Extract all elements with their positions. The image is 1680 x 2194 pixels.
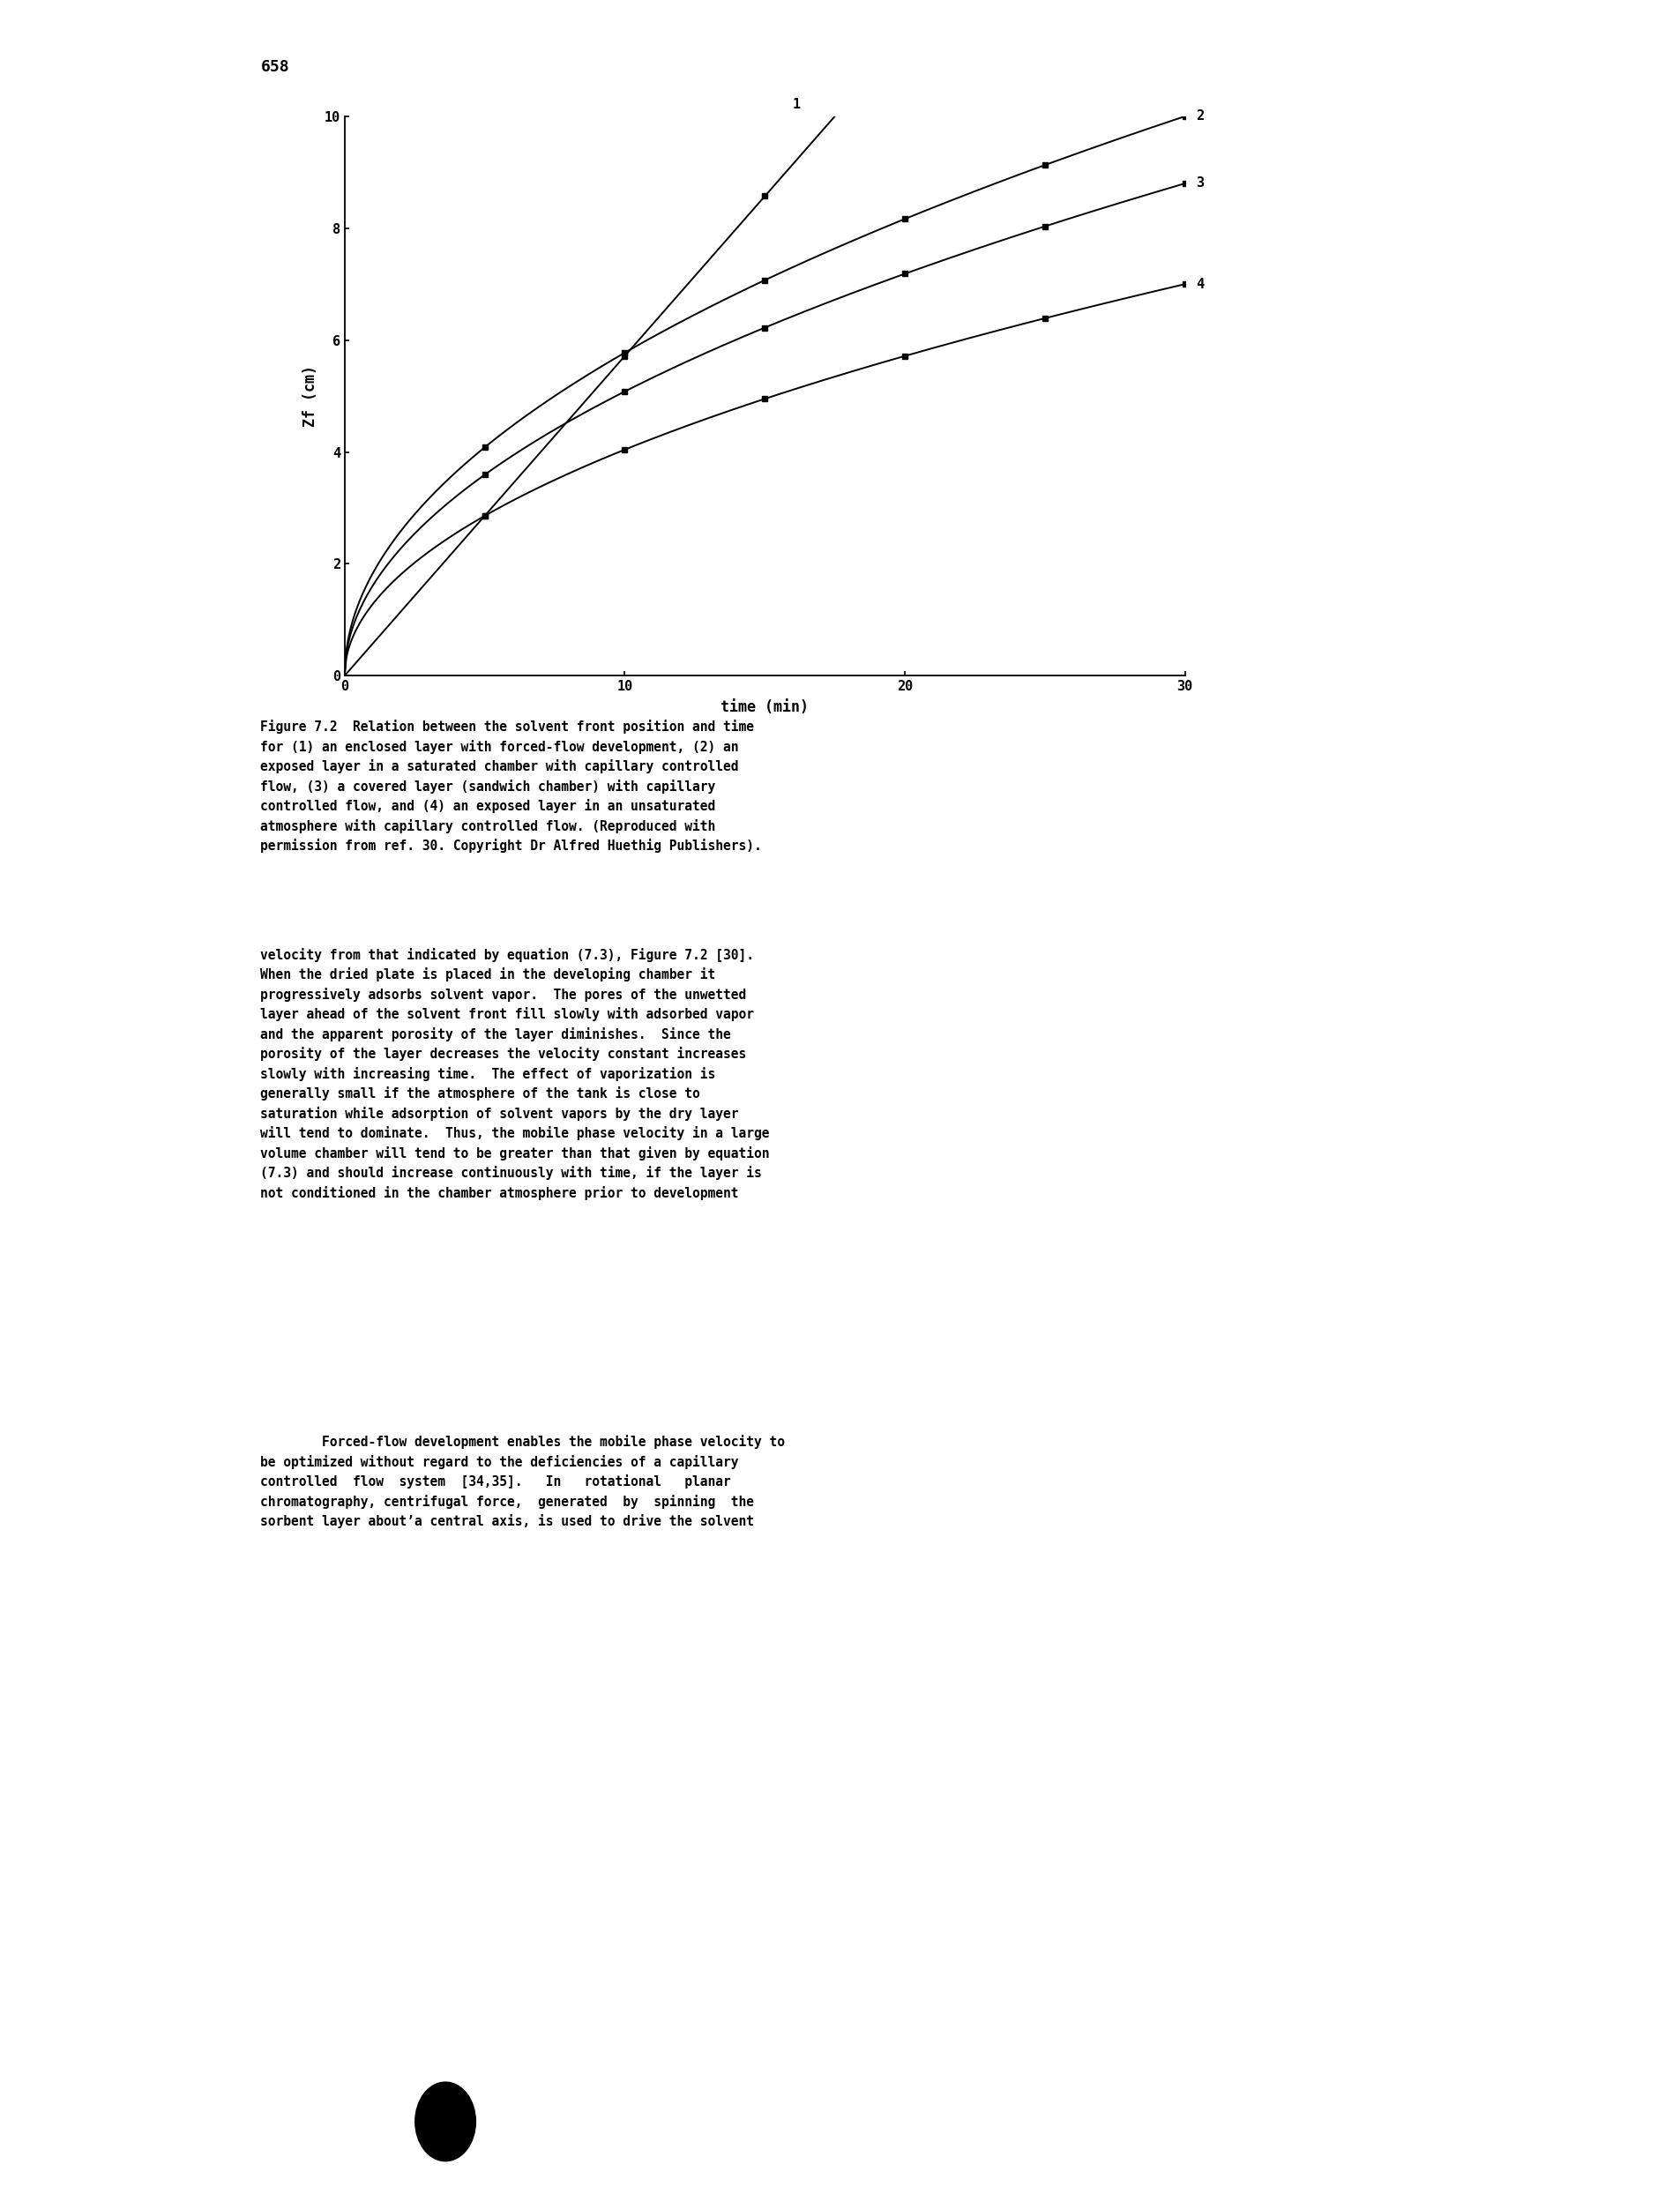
X-axis label: time (min): time (min) <box>721 700 808 715</box>
Text: velocity from that indicated by equation (7.3), Figure 7.2 [30].
When the dried : velocity from that indicated by equation… <box>260 948 769 1200</box>
Text: 2: 2 <box>1196 110 1203 123</box>
Text: Forced-flow development enables the mobile phase velocity to
be optimized withou: Forced-flow development enables the mobi… <box>260 1435 785 1529</box>
Text: Figure 7.2  Relation between the solvent front position and time
for (1) an encl: Figure 7.2 Relation between the solvent … <box>260 720 761 853</box>
Y-axis label: Zf (cm): Zf (cm) <box>302 364 318 428</box>
Text: 658: 658 <box>260 59 289 75</box>
Text: 4: 4 <box>1196 276 1203 292</box>
Text: 3: 3 <box>1196 178 1203 191</box>
Text: 1: 1 <box>793 97 800 110</box>
